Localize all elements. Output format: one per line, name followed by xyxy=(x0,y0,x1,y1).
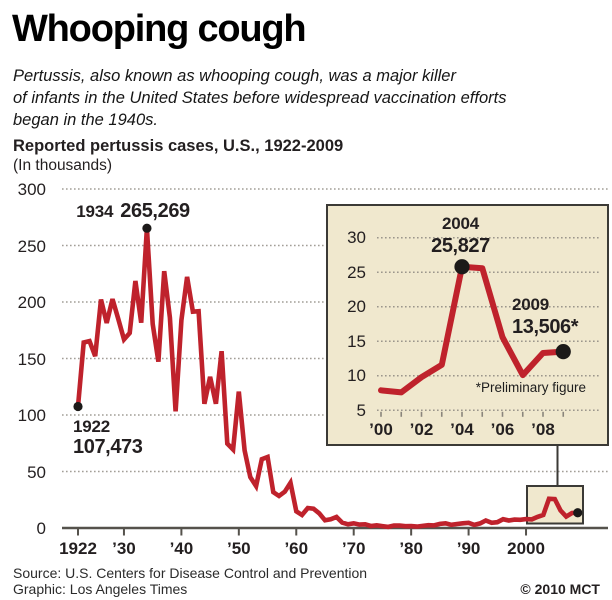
chart-title: Reported pertussis cases, U.S., 1922-200… xyxy=(13,137,344,155)
inset-data-point-2009 xyxy=(555,344,571,360)
inset-y-tick-label-10: 10 xyxy=(347,366,366,386)
inset-x-tick-label-2002: ’02 xyxy=(409,420,434,439)
annotation-2004-peak: 2004 25,827 xyxy=(398,212,523,258)
main-x-tick-label-2000: 2000 xyxy=(507,539,545,558)
main-y-tick-label-300: 300 xyxy=(17,180,46,199)
page-title: Whooping cough xyxy=(12,8,307,50)
annotation-2004-value: 25,827 xyxy=(431,235,490,257)
main-y-tick-label-250: 250 xyxy=(17,236,46,256)
inset-data-line xyxy=(378,263,567,396)
main-x-tick-label-1950: ’50 xyxy=(227,539,251,558)
main-y-tick-label-100: 100 xyxy=(17,406,46,425)
annotation-1922-year: 1922 xyxy=(73,417,111,436)
data-point-2009 xyxy=(573,508,583,518)
annotation-2004-year: 2004 xyxy=(441,214,480,233)
copyright-line: © 2010 MCT xyxy=(520,581,600,597)
main-y-tick-label-200: 200 xyxy=(17,293,46,312)
preliminary-figure-footnote: *Preliminary figure xyxy=(475,380,586,395)
annotation-1934-year: 1934 xyxy=(76,202,114,221)
data-point-1922 xyxy=(73,401,83,412)
inset-y-tick-label-25: 25 xyxy=(347,262,366,282)
intro-text: Pertussis, also known as whooping cough,… xyxy=(13,65,506,131)
source-line: Source: U.S. Centers for Disease Control… xyxy=(13,565,368,581)
main-x-tick-label-1940: ’40 xyxy=(169,539,194,558)
main-x-tick-label-1930: ’30 xyxy=(112,539,136,558)
main-data-line xyxy=(75,228,581,530)
main-x-tick-label-1970: ’70 xyxy=(341,539,366,558)
inset-y-tick-label-30: 30 xyxy=(347,228,366,248)
inset-x-tick-label-2006: ’06 xyxy=(490,420,515,439)
main-highlight-box xyxy=(526,485,584,525)
main-x-tick-label-1922: 1922 xyxy=(59,539,97,558)
inset-panel xyxy=(326,204,609,446)
inset-x-tick-label-2000: ’00 xyxy=(369,420,393,439)
main-y-tick-label-150: 150 xyxy=(17,349,46,369)
annotation-1934-value: 265,269 xyxy=(120,200,190,222)
annotation-1922-start: 1922 107,473 xyxy=(73,416,143,458)
annotation-1922-value: 107,473 xyxy=(73,436,143,458)
annotation-1934-peak: 1934 265,269 xyxy=(62,200,204,223)
annotation-2009-last: 2009 13,506* xyxy=(512,293,579,339)
main-x-tick-label-1960: ’60 xyxy=(284,539,309,558)
inset-y-tick-label-15: 15 xyxy=(347,331,366,351)
annotation-2009-year: 2009 xyxy=(512,295,550,314)
annotation-2009-value: 13,506* xyxy=(512,316,579,338)
intro-line-3: began in the 1940s. xyxy=(13,111,158,129)
data-point-1934 xyxy=(142,223,152,233)
intro-line-1: Pertussis, also known as whooping cough,… xyxy=(13,67,456,85)
inset-y-tick-label-20: 20 xyxy=(347,297,366,317)
main-x-tick-label-1980: ’80 xyxy=(399,539,423,558)
main-y-tick-label-0: 0 xyxy=(36,519,46,538)
credit-line: Graphic: Los Angeles Times xyxy=(13,581,188,597)
main-x-tick-label-1990: ’90 xyxy=(456,539,481,558)
main-y-tick-label-50: 50 xyxy=(27,462,46,482)
inset-y-tick-label-5: 5 xyxy=(356,400,366,420)
inset-x-tick-label-2004: ’04 xyxy=(450,420,474,439)
chart-units-label: (In thousands) xyxy=(13,157,113,174)
intro-line-2: of infants in the United States before w… xyxy=(13,89,507,107)
inset-data-point-2004 xyxy=(454,259,470,275)
inset-x-tick-label-2008: ’08 xyxy=(531,420,555,439)
